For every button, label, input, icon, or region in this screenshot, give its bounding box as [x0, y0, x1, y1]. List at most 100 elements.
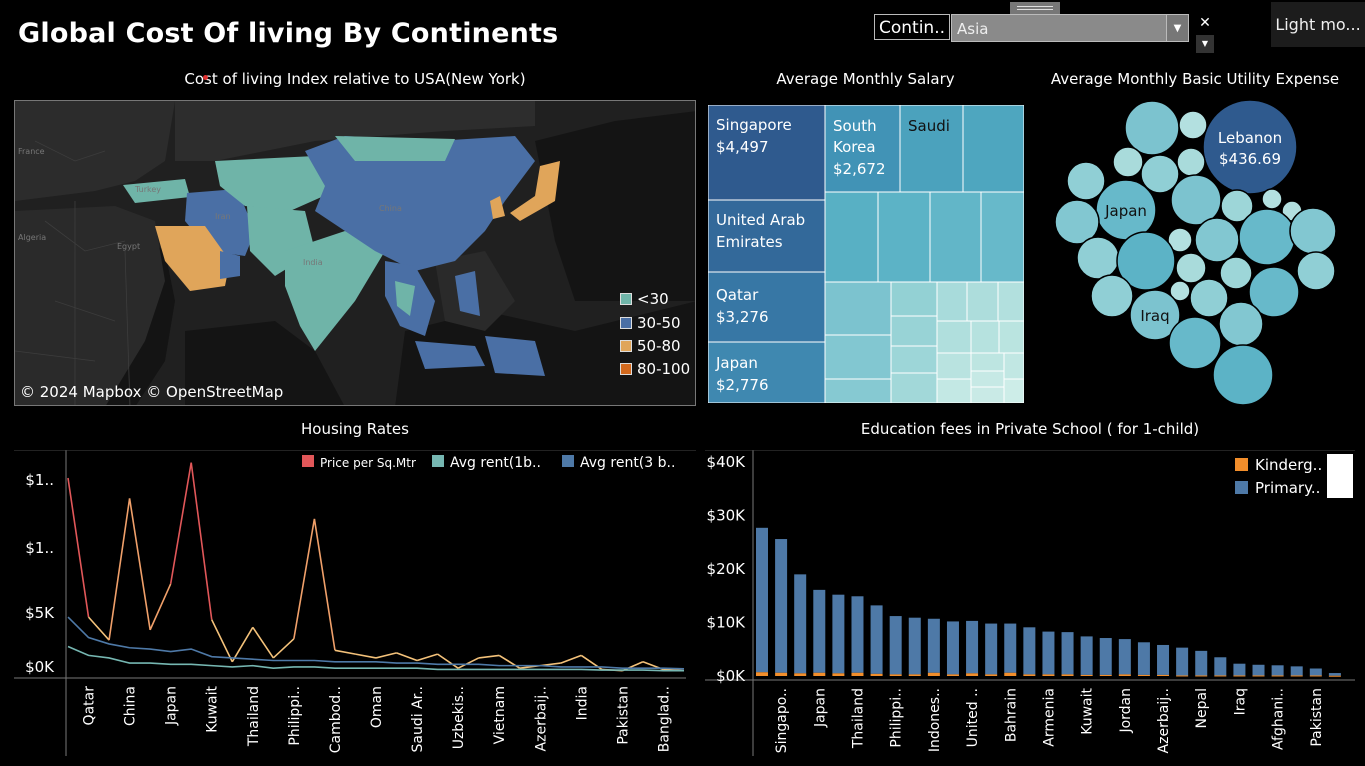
treemap-cell	[936, 320, 972, 354]
primary-bar	[1118, 639, 1131, 675]
primary-bar	[851, 596, 864, 673]
bubble	[1140, 154, 1180, 194]
y-tick-label: $40K	[707, 453, 747, 471]
bubble	[1261, 188, 1283, 210]
primary-bar	[1271, 665, 1284, 676]
bubble	[1218, 301, 1264, 347]
utility-bubble-chart[interactable]: Lebanon $436.69 Japan Iraq	[1040, 95, 1360, 410]
primary-bar	[946, 621, 959, 675]
bubble	[1169, 280, 1191, 302]
price-line-segment	[87, 616, 110, 641]
x-tick-label: Japan	[812, 688, 828, 728]
bubble-label-lebanon: Lebanon	[1218, 129, 1282, 147]
x-tick-label: Iraq	[1232, 688, 1248, 715]
treemap-cell	[970, 320, 1000, 354]
dashboard-title: Global Cost Of living By Continents	[18, 18, 559, 49]
treemap-cell	[1003, 378, 1024, 403]
treemap-label-saudi: Saudi	[908, 117, 950, 135]
legend-item-30-50[interactable]: 30-50	[620, 314, 681, 332]
primary-bar	[1042, 631, 1055, 675]
primary-bar	[1157, 644, 1170, 675]
light-mode-button[interactable]: Light mo...	[1271, 2, 1365, 47]
continent-filter-select[interactable]: Asia	[951, 14, 1189, 42]
x-tick-label: Oman	[369, 686, 385, 728]
treemap-cell	[980, 191, 1024, 283]
legend-item-80-100[interactable]: 80-100	[620, 360, 690, 378]
map-label-france: France	[18, 147, 45, 156]
price-line-segment	[231, 626, 254, 663]
legend-item-lt30[interactable]: <30	[620, 290, 669, 308]
housing-line-chart[interactable]: $1.. $1.. $5K $0K Qatar China Japan Kuwait Thail…	[14, 450, 696, 756]
kindergarten-bar	[794, 673, 807, 676]
treemap-cell	[824, 191, 879, 283]
legend-swatch	[1235, 458, 1248, 471]
legend-label: <30	[637, 290, 669, 308]
legend-label: Primary..	[1255, 479, 1320, 497]
rent-line-1	[67, 645, 684, 672]
primary-bar	[1252, 664, 1265, 676]
primary-bar	[756, 527, 768, 673]
close-icon[interactable]: ✕	[1199, 15, 1211, 31]
kindergarten-bar	[832, 673, 845, 676]
primary-bar	[889, 616, 902, 675]
primary-bar	[966, 620, 979, 674]
price-line-segment	[108, 498, 131, 641]
utility-title: Average Monthly Basic Utility Expense	[1050, 70, 1340, 88]
treemap-cell	[936, 352, 972, 380]
primary-bar	[1176, 647, 1189, 676]
kindergarten-bar	[1004, 672, 1017, 676]
primary-bar	[927, 618, 940, 673]
kindergarten-bar	[1195, 675, 1208, 677]
kindergarten-bar	[1328, 675, 1341, 677]
treemap-cell	[970, 352, 1005, 372]
legend-item-50-80[interactable]: 50-80	[620, 337, 681, 355]
bubble	[1066, 161, 1106, 201]
primary-bar	[1328, 673, 1341, 676]
kindergarten-bar	[927, 672, 940, 676]
price-line-segment	[169, 462, 192, 585]
treemap-cell	[890, 372, 938, 403]
y-tick-label: $20K	[707, 560, 747, 578]
legend-label: 30-50	[637, 314, 681, 332]
x-tick-label: Singapo..	[774, 688, 790, 753]
price-line-segment	[272, 638, 295, 659]
education-bar-chart[interactable]: $40K $30K $20K $10K $0K Singapo.. Japan Thailan…	[705, 450, 1355, 756]
primary-bar	[1233, 663, 1246, 676]
primary-bar	[870, 605, 883, 674]
x-tick-label: Nepal	[1194, 688, 1210, 728]
chevron-down-icon[interactable]: ▼	[1166, 14, 1189, 42]
map-label-india: India	[303, 258, 323, 267]
kindergarten-bar	[1137, 674, 1150, 676]
kindergarten-bar	[1214, 675, 1227, 677]
legend-swatch	[620, 317, 632, 329]
x-tick-label: Pakistan	[1309, 688, 1325, 747]
kindergarten-bar	[889, 674, 902, 676]
housing-title: Housing Rates	[301, 420, 409, 438]
treemap-label-qatar: Qatar	[716, 286, 759, 304]
bubble	[1090, 274, 1134, 318]
price-line-segment	[313, 518, 336, 651]
treemap-cell	[708, 271, 826, 343]
bubble-label-iraq: Iraq	[1140, 307, 1169, 325]
y-tick-label: $0K	[25, 658, 55, 676]
y-tick-label: $10K	[707, 614, 747, 632]
salary-treemap[interactable]: Singapore $4,497 South Korea $2,672 Saud…	[708, 105, 1024, 403]
treemap-value-japan: $2,776	[716, 376, 769, 394]
primary-bar	[1080, 636, 1093, 675]
primary-bar	[1214, 657, 1227, 676]
treemap-cell	[929, 191, 982, 283]
choropleth-map[interactable]: France Turkey Iran Algeria Egypt India C…	[14, 100, 696, 406]
treemap-label-korea: Korea	[833, 138, 876, 156]
price-line-segment	[252, 626, 274, 659]
x-tick-label: Jordan	[1118, 688, 1134, 734]
drag-handle[interactable]	[1010, 2, 1060, 14]
bubble	[1116, 231, 1176, 291]
primary-bar	[985, 623, 998, 675]
price-line-segment	[622, 661, 644, 672]
bubble-value-lebanon: $436.69	[1219, 150, 1281, 168]
x-tick-label: Afghani..	[1271, 688, 1287, 750]
chevron-down-icon[interactable]: ▼	[1196, 35, 1214, 53]
price-line-segment	[355, 653, 377, 659]
kindergarten-bar	[870, 673, 883, 676]
kindergarten-bar	[966, 673, 979, 676]
